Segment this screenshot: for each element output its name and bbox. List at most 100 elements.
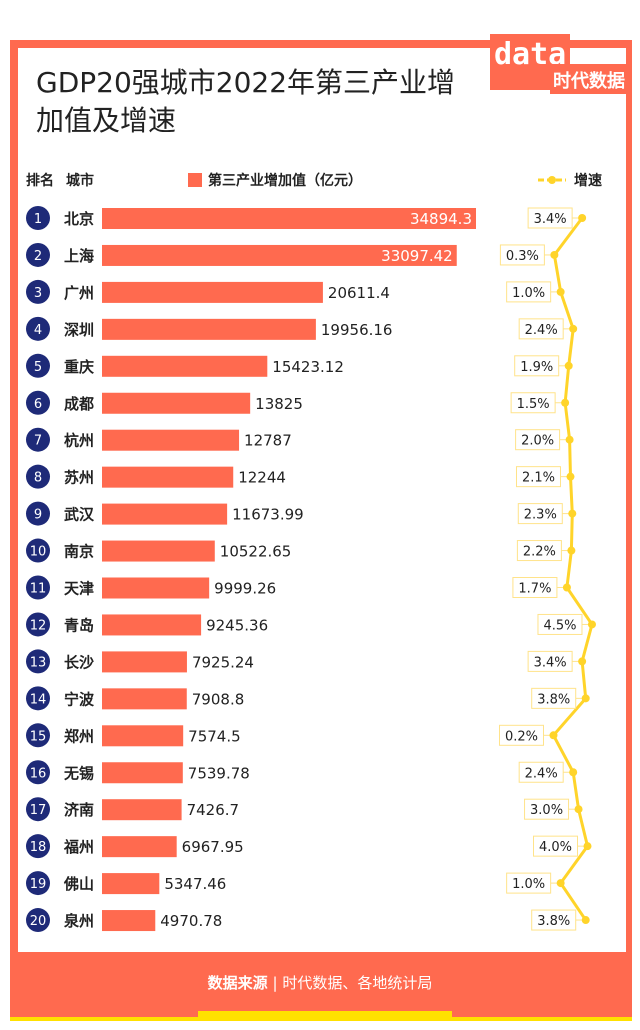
growth-point	[562, 583, 571, 592]
bar-value-label: 11673.99	[232, 506, 304, 524]
bar-value-label: 12787	[244, 432, 292, 450]
growth-point	[549, 731, 558, 740]
rank-badge	[26, 242, 50, 267]
growth-point	[569, 324, 578, 333]
growth-value-label: 1.0%	[512, 286, 545, 301]
bar-value-label: 7908.8	[192, 690, 245, 708]
growth-value-label: 1.9%	[520, 360, 553, 375]
legend-bar-swatch	[188, 173, 202, 187]
growth-point	[566, 472, 575, 481]
bar-value-label: 7574.5	[188, 727, 241, 745]
bar	[102, 910, 156, 932]
footer-label: 数据来源	[207, 974, 268, 992]
bar	[102, 466, 234, 488]
city-label: 上海	[64, 247, 94, 265]
growth-point	[568, 509, 577, 518]
rank-badge	[26, 390, 50, 415]
growth-value-label: 2.0%	[521, 434, 554, 449]
growth-value-label: 3.0%	[530, 803, 563, 818]
growth-value-label: 3.4%	[534, 212, 567, 227]
rank-number: 7	[34, 434, 42, 449]
growth-point	[583, 842, 592, 851]
rank-number: 9	[34, 508, 42, 523]
city-label: 长沙	[64, 653, 94, 671]
growth-point	[550, 250, 559, 259]
bar-value-label: 34894.3	[410, 210, 472, 228]
legend-bar-label: 第三产业增加值（亿元）	[208, 173, 362, 189]
rank-number: 10	[30, 545, 47, 560]
rank-badge	[26, 538, 50, 563]
growth-value-label: 2.2%	[523, 545, 556, 560]
city-label: 武汉	[64, 506, 95, 524]
footer: 数据来源 | 时代数据、各地统计局	[0, 972, 640, 993]
bar-value-label: 7426.7	[187, 801, 240, 819]
city-label: 深圳	[64, 321, 94, 339]
rank-number: 11	[30, 582, 47, 597]
header-rank: 排名	[26, 173, 54, 189]
rank-badge	[26, 834, 50, 859]
bar-value-label: 7539.78	[188, 764, 250, 782]
bar-value-label: 20611.4	[328, 284, 390, 302]
bar	[102, 651, 187, 673]
growth-point	[556, 287, 565, 296]
bar-value-label: 5347.46	[164, 875, 226, 893]
rank-badge	[26, 427, 50, 452]
city-label: 无锡	[63, 764, 94, 782]
city-label: 苏州	[64, 469, 94, 487]
bar	[102, 208, 476, 229]
rank-number: 8	[34, 471, 42, 486]
city-label: 青岛	[64, 616, 94, 634]
bar	[102, 577, 210, 599]
growth-value-label: 1.0%	[512, 877, 545, 892]
bar-value-label: 4970.78	[160, 912, 222, 930]
rank-badge	[26, 279, 50, 304]
rank-badge	[26, 575, 50, 600]
rank-number: 13	[30, 655, 47, 670]
bar	[102, 392, 251, 414]
growth-value-label: 0.2%	[505, 729, 538, 744]
rank-badge	[26, 316, 50, 341]
city-label: 广州	[64, 284, 94, 302]
growth-value-label: 4.0%	[539, 840, 572, 855]
bar-value-label: 10522.65	[220, 543, 292, 561]
bar	[102, 429, 240, 451]
growth-value-label: 4.5%	[543, 618, 576, 633]
growth-line	[551, 217, 594, 921]
growth-value-label: 1.5%	[517, 397, 550, 412]
growth-point	[581, 916, 590, 925]
rank-badge	[26, 501, 50, 526]
footer-sep: |	[272, 974, 278, 992]
rank-number: 14	[30, 692, 47, 707]
bar	[102, 725, 184, 747]
city-label: 重庆	[64, 358, 94, 376]
bar	[102, 244, 457, 266]
datagod-logo: data 时代数据	[490, 34, 626, 94]
rank-number: 1	[34, 212, 42, 227]
bar	[102, 503, 228, 525]
bar	[102, 688, 187, 710]
city-label: 佛山	[63, 875, 94, 893]
bar	[102, 355, 268, 377]
growth-point	[565, 435, 574, 444]
footer-source: 时代数据、各地统计局	[282, 974, 433, 992]
bar-value-label: 9245.36	[206, 616, 268, 634]
bar-value-label: 15423.12	[272, 358, 344, 376]
rank-number: 4	[34, 323, 42, 338]
bar-value-label: 19956.16	[321, 321, 393, 339]
rank-number: 3	[34, 286, 42, 301]
legend-line-label: 增速	[574, 173, 602, 189]
growth-value-label: 2.4%	[525, 766, 558, 781]
rank-number: 20	[30, 914, 47, 929]
legend-line-icon	[538, 176, 566, 184]
footer-stripe	[10, 1017, 632, 1021]
bar-value-label: 12244	[238, 469, 286, 487]
bar	[102, 836, 177, 858]
page-title: GDP20强城市2022年第三产业增加值及增速	[36, 66, 456, 137]
rank-badge	[26, 723, 50, 748]
bar-value-label: 7925.24	[192, 653, 254, 671]
city-label: 泉州	[63, 912, 94, 930]
growth-point	[587, 620, 596, 629]
bar	[102, 873, 160, 895]
bar-value-label: 6967.95	[182, 838, 244, 856]
rank-number: 19	[30, 877, 47, 892]
